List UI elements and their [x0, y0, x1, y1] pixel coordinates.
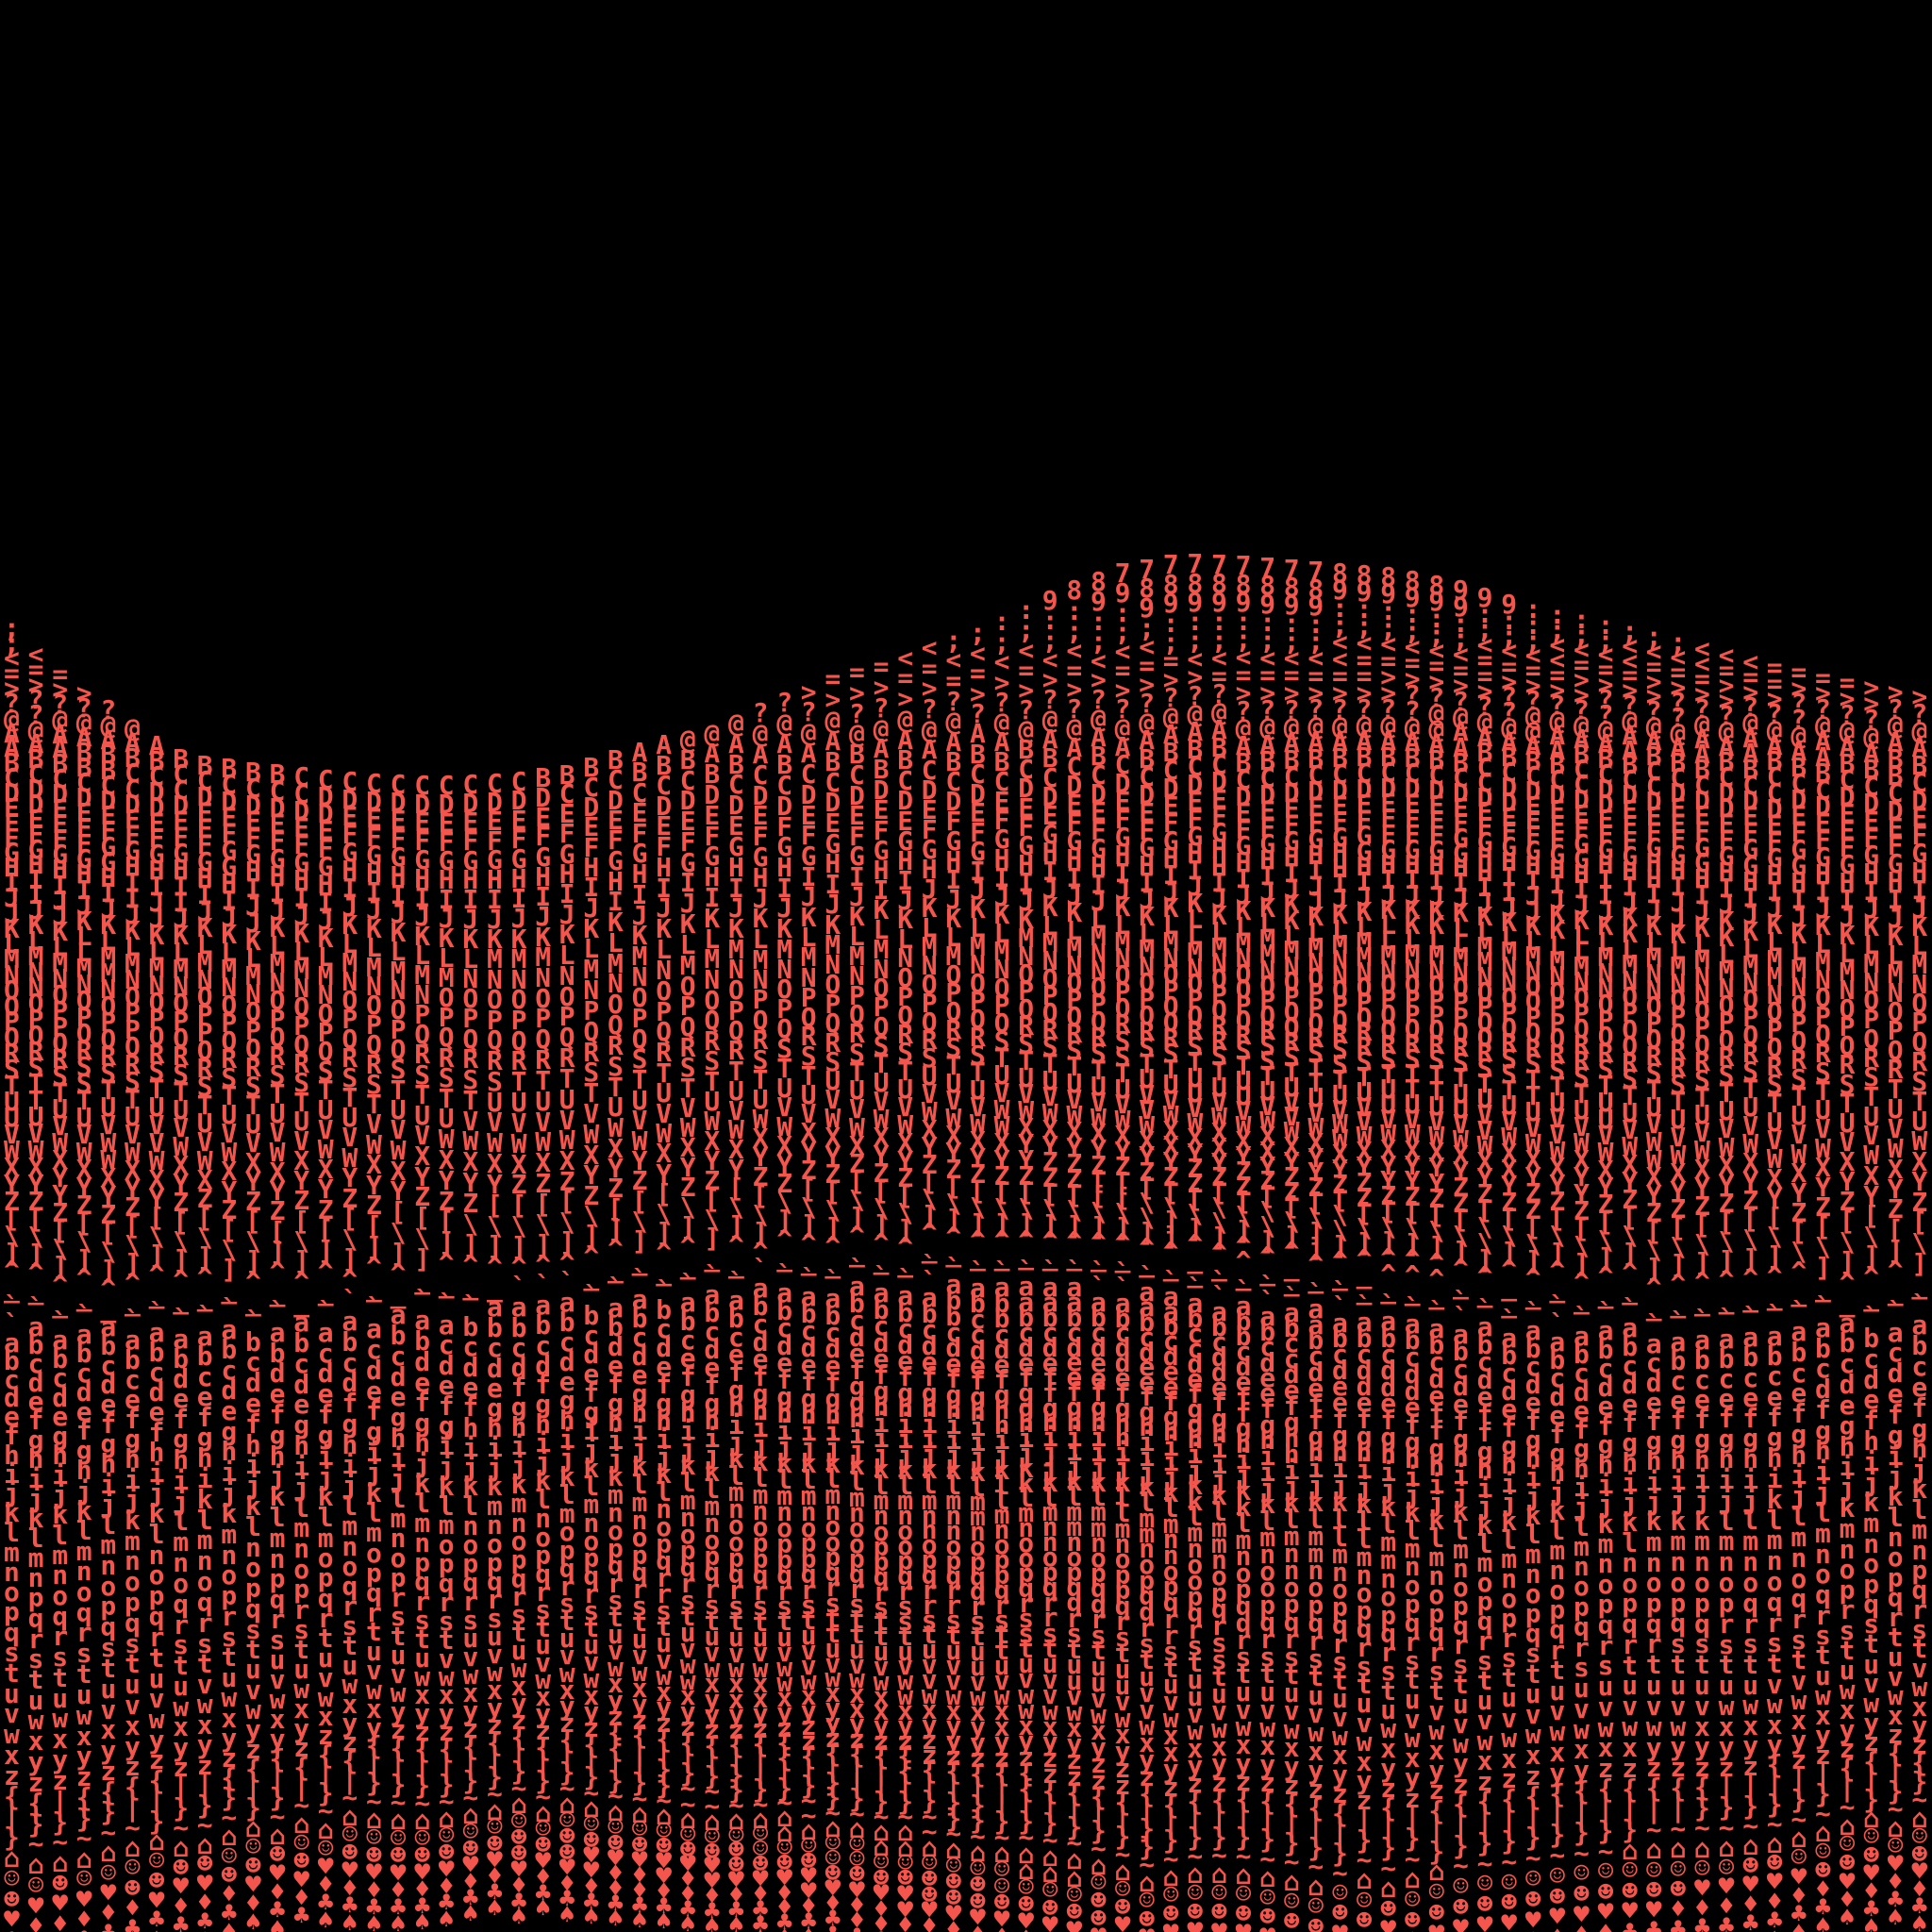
wave-glyph: ♠ [221, 1919, 237, 1932]
wave-glyph: ☻ [1307, 1914, 1324, 1932]
wave-glyph: ♦ [1549, 1924, 1565, 1932]
wave-glyph: ♠ [608, 1906, 624, 1932]
wave-glyph: ♦ [1574, 1922, 1590, 1932]
wave-glyph: ♥ [1236, 1920, 1252, 1932]
wave-glyph: ♠ [776, 1924, 792, 1932]
wave-glyph: ♦ [1525, 1927, 1541, 1932]
wave-glyph: ♠ [149, 1926, 165, 1932]
wave-glyph: ♠ [704, 1913, 720, 1932]
wave-glyph: ♥ [1332, 1921, 1348, 1932]
wave-glyph: ♦ [28, 1913, 44, 1932]
wave-glyph: ♥ [1380, 1916, 1396, 1932]
wave-glyph: ♠ [245, 1909, 261, 1932]
wave-glyph: ♠ [487, 1895, 503, 1922]
wave-glyph: ♠ [511, 1904, 527, 1930]
wave-glyph: ♠ [656, 1908, 672, 1932]
wave-glyph: ♣ [1622, 1919, 1638, 1932]
wave-glyph: ♥ [1211, 1919, 1227, 1932]
wave-glyph: ♦ [1598, 1920, 1614, 1932]
wave-glyph: ♠ [366, 1911, 382, 1932]
wave-glyph: ♣ [293, 1903, 309, 1929]
wave-glyph: ♠ [728, 1927, 744, 1932]
wave-glyph: ♥ [1477, 1912, 1493, 1932]
wave-glyph: ♥ [1091, 1924, 1107, 1932]
wave-glyph: ♥ [1139, 1924, 1155, 1932]
wave-glyph: ♦ [1018, 1925, 1034, 1932]
wave-glyph: ♣ [76, 1926, 92, 1932]
wave-glyph: ♣ [897, 1928, 913, 1932]
wave-glyph: ♣ [824, 1922, 841, 1932]
wave-glyph: ♣ [849, 1924, 865, 1932]
wave-glyph: ♠ [318, 1907, 334, 1932]
wave-glyph: ♠ [559, 1902, 575, 1928]
wave-glyph: ♣ [874, 1927, 890, 1932]
wave-glyph: ♦ [994, 1924, 1010, 1932]
wave-glyph: ♣ [4, 1927, 20, 1932]
wave-glyph: ♥ [1357, 1928, 1373, 1932]
wave-glyph: ♥ [1428, 1921, 1444, 1932]
wave-glyph: ♠ [270, 1916, 286, 1932]
wave-glyph: ♠ [583, 1904, 599, 1930]
wave-glyph: ♠ [535, 1895, 551, 1922]
wave-glyph: ♠ [680, 1911, 696, 1932]
wave-glyph: ♦ [970, 1922, 986, 1932]
wave-glyph: ♥ [1259, 1924, 1275, 1932]
wave-glyph: ♠ [414, 1909, 430, 1932]
wave-glyph: ♠ [632, 1907, 648, 1932]
wave-glyph: ♠ [439, 1907, 455, 1932]
wave-glyph: ♠ [462, 1901, 478, 1927]
wave-glyph: ♣ [125, 1915, 141, 1932]
ascii-wave-art: ;; < = >? @ A A B C D E F F G H I J J K L M N O O P Q R S T U U V W X Y Z[\… [0, 0, 1932, 1932]
wave-glyph: ♥ [1187, 1918, 1203, 1932]
wave-glyph: ♠ [197, 1927, 213, 1932]
wave-glyph: ♥ [1453, 1915, 1469, 1932]
wave-glyph: ♥ [1163, 1920, 1179, 1932]
wave-glyph: ♠ [753, 1925, 769, 1932]
wave-glyph: ♠ [341, 1910, 358, 1932]
wave-glyph: ♦ [1405, 1927, 1421, 1932]
wave-glyph: ♠ [391, 1911, 407, 1932]
wave-glyph: ♣ [100, 1920, 116, 1932]
wave-glyph: ♥ [1066, 1917, 1082, 1932]
wave-glyph: ♥ [1284, 1928, 1300, 1932]
wave-glyph: ♠ [801, 1924, 817, 1932]
